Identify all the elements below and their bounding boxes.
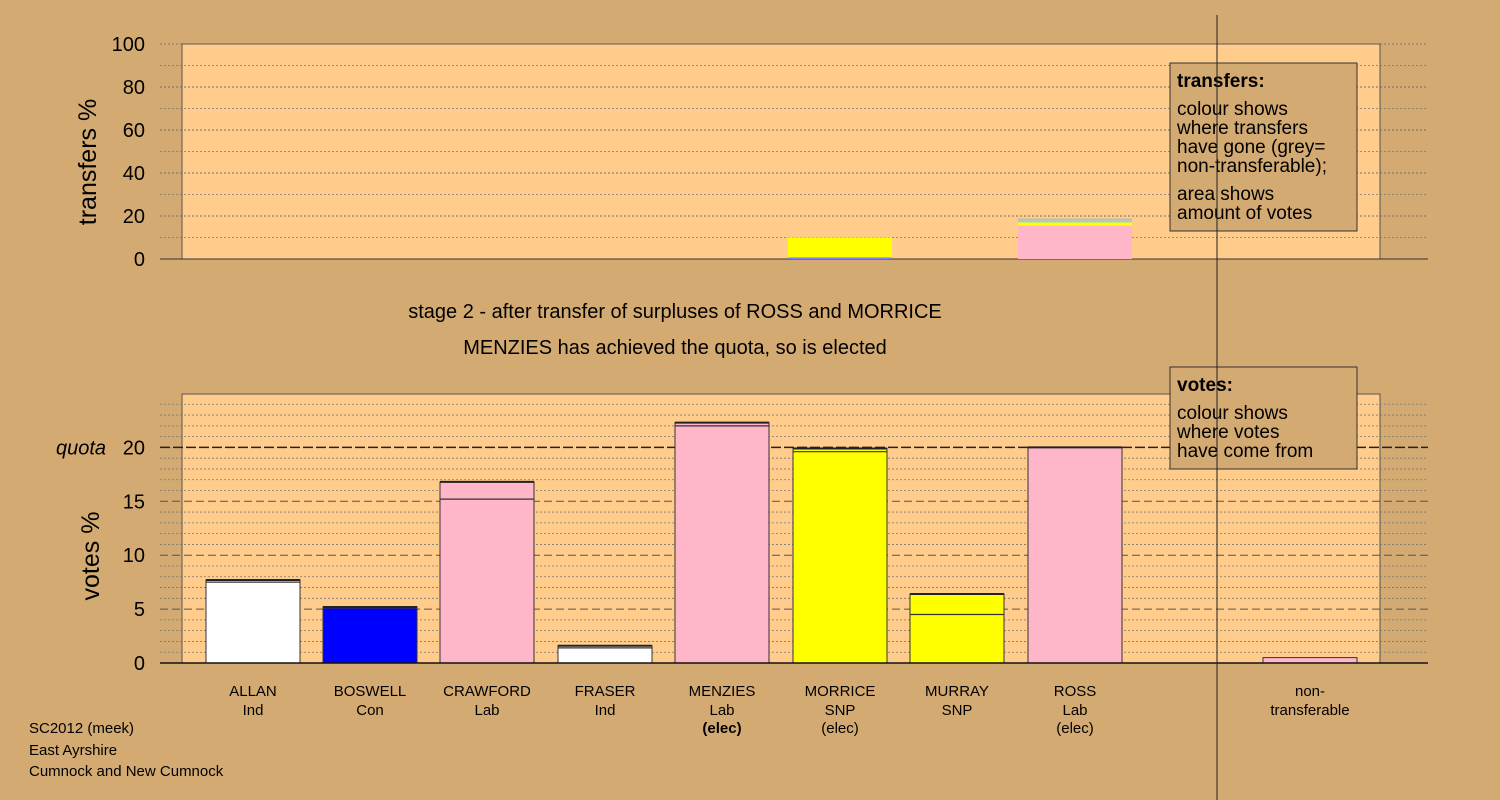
transfers-legend-line: amount of votes	[1177, 203, 1312, 224]
votes-legend-line: have come from	[1177, 441, 1313, 462]
candidate-name-menzies: MENZIES	[689, 683, 756, 700]
transfers-tick-label: 60	[123, 120, 145, 142]
transfers-legend-line: where transfers	[1176, 118, 1308, 139]
transfers-tick-label: 20	[123, 206, 145, 228]
votes-legend-box	[1169, 366, 1358, 470]
votes-legend-title: votes:	[1177, 375, 1233, 396]
candidate-party-boswell: Con	[356, 702, 384, 719]
vote-bar-ross	[1027, 446, 1123, 664]
stage-subline: MENZIES has achieved the quota, so is el…	[463, 337, 887, 359]
candidate-status-morrice: (elec)	[821, 720, 859, 737]
candidate-party-morrice: SNP	[825, 702, 856, 719]
transfer-segment-ross	[1018, 222, 1132, 226]
votes-legend-line: where votes	[1176, 422, 1279, 443]
transfers-legend-line: non-transferable);	[1177, 156, 1327, 177]
transfers-tick-label: 0	[134, 249, 145, 271]
vote-bar-murray	[909, 593, 1005, 664]
candidate-party-murray: SNP	[942, 702, 973, 719]
candidate-name-boswell: BOSWELL	[334, 683, 407, 700]
candidate-name-allan: ALLAN	[229, 683, 277, 700]
candidate-party-ross: Lab	[1062, 702, 1087, 719]
nontransferable-label-1: non-	[1295, 683, 1325, 700]
votes-tick-label: 5	[134, 599, 145, 621]
vote-bar-morrice	[792, 447, 888, 664]
votes-axis-title: votes %	[77, 512, 105, 601]
transfers-tick-label: 80	[123, 77, 145, 99]
candidate-party-allan: Ind	[243, 702, 264, 719]
transfers-legend-title: transfers:	[1177, 71, 1265, 92]
votes-tick-label: 20	[123, 437, 145, 459]
votes-tick-label: 0	[134, 653, 145, 675]
vote-bar-nontransferable	[1262, 657, 1358, 664]
candidate-status-menzies: (elec)	[702, 720, 741, 737]
votes-legend-line: colour shows	[1177, 403, 1288, 424]
votes-tick-label: 15	[123, 491, 145, 513]
transfer-segment-ross	[1018, 225, 1132, 259]
vote-bar-allan	[205, 579, 301, 664]
candidate-party-crawford: Lab	[474, 702, 499, 719]
footer-council: East Ayrshire	[29, 742, 118, 759]
candidate-name-murray: MURRAY	[925, 683, 989, 700]
transfers-axis-title: transfers %	[74, 99, 102, 225]
quota-label: quota	[56, 437, 106, 459]
stage-headline: stage 2 - after transfer of surpluses of…	[408, 301, 942, 323]
transfers-legend-line: have gone (grey=	[1177, 137, 1325, 158]
transfers-tick-label: 40	[123, 163, 145, 185]
vote-bar-menzies	[674, 422, 770, 664]
candidate-name-fraser: FRASER	[575, 683, 636, 700]
transfers-tick-label: 100	[112, 34, 145, 56]
nontransferable-label-2: transferable	[1270, 702, 1349, 719]
transfer-segment-ross	[1018, 220, 1132, 223]
transfers-legend-line: area shows	[1177, 184, 1274, 205]
vote-bar-crawford	[439, 481, 535, 664]
candidate-name-morrice: MORRICE	[805, 683, 876, 700]
transfer-segment-ross	[1018, 218, 1132, 221]
vote-bar-boswell	[322, 606, 418, 664]
transfer-segment-menzies	[788, 237, 892, 258]
candidate-party-fraser: Ind	[595, 702, 616, 719]
votes-tick-label: 10	[123, 545, 145, 567]
candidate-party-menzies: Lab	[709, 702, 734, 719]
transfers-legend-box	[1169, 62, 1358, 232]
candidate-status-ross: (elec)	[1056, 720, 1094, 737]
candidate-name-crawford: CRAWFORD	[443, 683, 531, 700]
candidate-name-ross: ROSS	[1054, 683, 1097, 700]
transfers-legend-line: colour shows	[1177, 99, 1288, 120]
footer-source: SC2012 (meek)	[29, 720, 135, 737]
footer-ward: Cumnock and New Cumnock	[29, 763, 224, 780]
transfer-segment-menzies	[788, 257, 892, 259]
